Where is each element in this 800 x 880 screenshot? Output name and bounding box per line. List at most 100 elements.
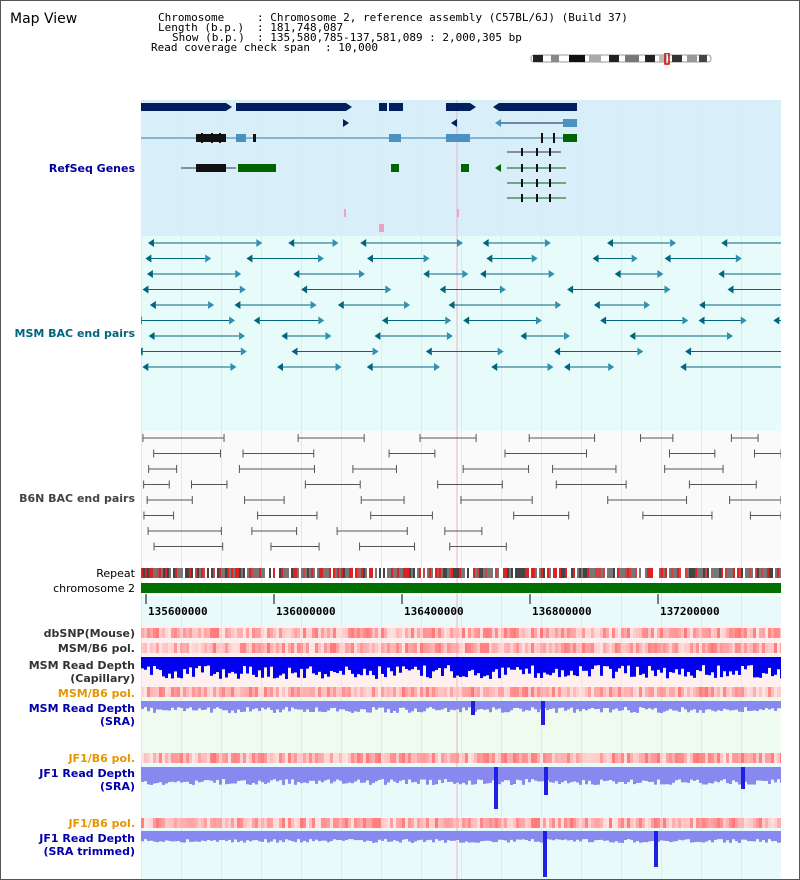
- b6n-bac-pairs[interactable]: [142, 434, 781, 551]
- bac-end[interactable]: [239, 285, 246, 294]
- bac-end[interactable]: [142, 285, 149, 294]
- bac-end[interactable]: [491, 363, 498, 371]
- bac-end[interactable]: [425, 347, 432, 356]
- bac-end[interactable]: [445, 316, 452, 325]
- bac-end[interactable]: [740, 316, 747, 325]
- bac-end[interactable]: [727, 332, 734, 340]
- bac-end[interactable]: [230, 363, 237, 371]
- bac-end[interactable]: [499, 285, 506, 294]
- bac-end[interactable]: [367, 254, 374, 263]
- marker[interactable]: [457, 209, 459, 217]
- gene-arrow[interactable]: [226, 103, 232, 111]
- gene-block[interactable]: [389, 103, 403, 111]
- gene-block[interactable]: [236, 134, 246, 142]
- bac-end[interactable]: [234, 301, 241, 309]
- gene-exon[interactable]: [549, 194, 551, 202]
- bac-end[interactable]: [664, 285, 671, 294]
- chromosome-bar[interactable]: [141, 583, 781, 593]
- bac-end[interactable]: [277, 363, 284, 371]
- bac-end[interactable]: [240, 347, 247, 356]
- gene-block[interactable]: [389, 134, 401, 142]
- gene-exon[interactable]: [211, 133, 213, 143]
- bac-end[interactable]: [670, 239, 677, 247]
- bac-end[interactable]: [564, 332, 571, 340]
- bac-end[interactable]: [608, 363, 615, 371]
- bac-end[interactable]: [148, 332, 155, 340]
- bac-end[interactable]: [288, 239, 295, 247]
- marker[interactable]: [379, 224, 384, 232]
- bac-end[interactable]: [727, 285, 734, 294]
- bac-end[interactable]: [564, 363, 571, 371]
- bac-end[interactable]: [317, 254, 324, 263]
- gene-block[interactable]: [446, 134, 470, 142]
- bac-end[interactable]: [456, 239, 463, 247]
- gene-block[interactable]: [563, 119, 577, 127]
- gene-exon[interactable]: [521, 194, 523, 202]
- gene-arrow[interactable]: [495, 119, 501, 127]
- bac-end[interactable]: [374, 332, 381, 340]
- bac-end[interactable]: [337, 301, 344, 309]
- bac-end[interactable]: [482, 239, 489, 247]
- bac-end[interactable]: [554, 347, 561, 356]
- gene-block[interactable]: [196, 164, 226, 172]
- bac-end[interactable]: [685, 347, 692, 356]
- msm-bac-pairs[interactable]: [141, 239, 781, 371]
- bac-end[interactable]: [385, 285, 392, 294]
- bac-end[interactable]: [281, 332, 288, 340]
- gene-arrow[interactable]: [346, 103, 352, 111]
- bac-end[interactable]: [593, 301, 600, 309]
- bac-end[interactable]: [480, 270, 487, 278]
- bac-end[interactable]: [567, 285, 574, 294]
- gene-exon[interactable]: [549, 179, 551, 187]
- bac-end[interactable]: [335, 363, 342, 371]
- bac-end[interactable]: [205, 254, 212, 263]
- bac-end[interactable]: [497, 347, 504, 356]
- gene-exon[interactable]: [536, 164, 538, 172]
- bac-end[interactable]: [446, 332, 453, 340]
- chromosome-ideogram[interactable]: [529, 53, 714, 65]
- gene-arrow[interactable]: [493, 103, 499, 111]
- bac-end[interactable]: [657, 270, 664, 278]
- bac-end[interactable]: [547, 363, 554, 371]
- bac-end[interactable]: [291, 347, 298, 356]
- bac-end[interactable]: [718, 270, 725, 278]
- bac-end[interactable]: [600, 316, 607, 325]
- bac-end[interactable]: [682, 316, 689, 325]
- bac-end[interactable]: [149, 301, 156, 309]
- bac-end[interactable]: [637, 347, 644, 356]
- bac-end[interactable]: [773, 316, 780, 325]
- bac-end[interactable]: [423, 254, 430, 263]
- bac-end[interactable]: [592, 254, 599, 263]
- gene-exon[interactable]: [549, 164, 551, 172]
- bac-end[interactable]: [520, 332, 527, 340]
- bac-end[interactable]: [332, 239, 339, 247]
- bac-end[interactable]: [462, 270, 469, 278]
- bac-end[interactable]: [147, 239, 154, 247]
- bac-end[interactable]: [372, 347, 379, 356]
- gene-exon[interactable]: [521, 148, 523, 156]
- bac-end[interactable]: [146, 270, 153, 278]
- refseq-genes[interactable]: [141, 103, 577, 232]
- gene-block[interactable]: [141, 103, 226, 111]
- bac-end[interactable]: [664, 254, 671, 263]
- bac-end[interactable]: [253, 316, 260, 325]
- bac-end[interactable]: [448, 301, 455, 309]
- gene-arrow[interactable]: [451, 119, 457, 127]
- bac-end[interactable]: [699, 301, 706, 309]
- bac-end[interactable]: [318, 316, 325, 325]
- genome-track-plot[interactable]: 135600000 136000000 136400000 136800000 1372…: [141, 100, 781, 880]
- bac-end[interactable]: [229, 316, 236, 325]
- gene-exon[interactable]: [521, 164, 523, 172]
- gene-exon[interactable]: [219, 133, 221, 143]
- bac-end[interactable]: [486, 254, 493, 263]
- gene-exon[interactable]: [541, 133, 543, 143]
- bac-end[interactable]: [246, 254, 253, 263]
- bac-end[interactable]: [381, 316, 388, 325]
- bac-end[interactable]: [366, 363, 373, 371]
- bac-end[interactable]: [141, 316, 142, 325]
- bac-end[interactable]: [301, 285, 308, 294]
- bac-end[interactable]: [548, 270, 555, 278]
- bac-end[interactable]: [141, 347, 143, 356]
- bac-end[interactable]: [607, 239, 614, 247]
- gene-exon[interactable]: [549, 148, 551, 156]
